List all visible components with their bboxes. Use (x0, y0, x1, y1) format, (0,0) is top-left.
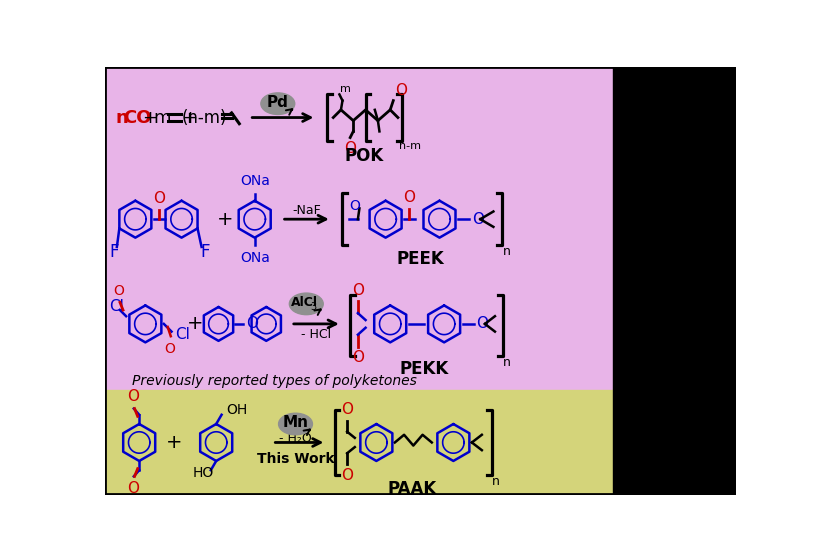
Text: ONa: ONa (239, 175, 269, 188)
Text: HO: HO (192, 466, 214, 480)
Text: -NaF: -NaF (292, 204, 321, 217)
Text: PEEK: PEEK (396, 250, 444, 268)
Text: Cl: Cl (175, 327, 190, 342)
Text: POK: POK (344, 147, 383, 165)
Text: 3: 3 (310, 302, 316, 312)
Text: +: + (142, 108, 156, 127)
Text: O: O (246, 316, 258, 331)
Text: OH: OH (226, 403, 247, 417)
Text: F: F (109, 242, 119, 261)
Text: +: + (182, 108, 197, 127)
Text: (n-m): (n-m) (182, 108, 227, 127)
Text: O: O (349, 199, 360, 213)
Text: PEKK: PEKK (399, 360, 448, 378)
Text: O: O (341, 468, 353, 483)
Text: O: O (344, 141, 355, 156)
Text: n: n (502, 245, 510, 259)
Text: O: O (164, 342, 174, 356)
Text: +: + (217, 210, 233, 229)
Text: O: O (395, 82, 406, 97)
Text: O: O (351, 282, 364, 297)
Text: O: O (153, 191, 165, 206)
Text: - H₂O: - H₂O (278, 432, 311, 445)
Text: CO: CO (123, 108, 152, 127)
Bar (105, 67, 612, 390)
Bar (105, 390, 612, 495)
Text: O: O (475, 316, 487, 331)
Text: n: n (502, 356, 510, 369)
Text: Cl: Cl (109, 300, 124, 315)
Text: m: m (153, 108, 171, 127)
Text: ONa: ONa (239, 251, 269, 265)
Text: n-m: n-m (398, 141, 420, 151)
Text: n: n (491, 475, 499, 488)
Text: PAAK: PAAK (387, 480, 437, 498)
Ellipse shape (260, 93, 294, 115)
Text: This Work: This Work (256, 453, 334, 466)
Text: n: n (115, 108, 128, 127)
Text: Pd: Pd (266, 95, 288, 110)
Ellipse shape (278, 413, 312, 435)
Text: Mn: Mn (283, 415, 308, 430)
Text: Previously reported types of polyketones: Previously reported types of polyketones (131, 374, 416, 388)
Text: +: + (165, 433, 182, 452)
Text: F: F (200, 242, 209, 261)
Bar (612, 67, 735, 495)
Text: O: O (127, 481, 139, 496)
Text: m: m (340, 85, 351, 95)
Text: - HCl: - HCl (301, 328, 331, 341)
Ellipse shape (289, 293, 323, 315)
Text: O: O (403, 190, 415, 205)
Text: O: O (127, 389, 139, 404)
Text: AlCl: AlCl (290, 296, 317, 309)
Text: +: + (187, 314, 203, 334)
Text: O: O (471, 212, 483, 227)
Text: O: O (341, 402, 353, 417)
Text: O: O (113, 285, 124, 299)
Text: O: O (351, 350, 364, 365)
